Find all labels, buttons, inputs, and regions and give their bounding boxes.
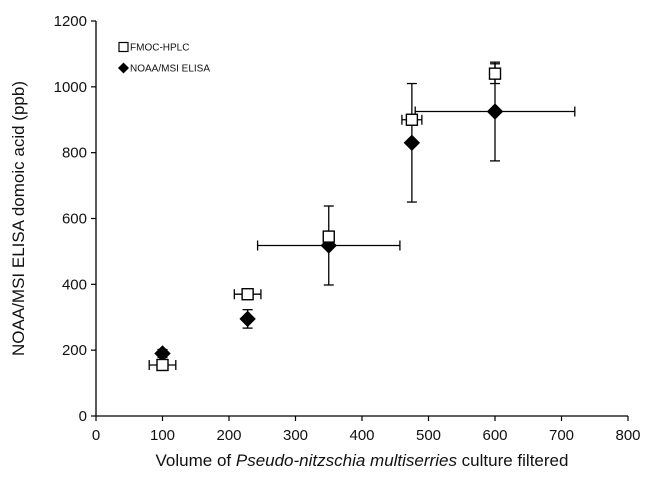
error-bars xyxy=(148,61,576,370)
data-points xyxy=(154,67,504,372)
legend-label: NOAA/MSI ELISA xyxy=(130,64,210,75)
y-tick-labels: 0 200 400 600 800 1000 1200 xyxy=(54,13,87,425)
y-tick-label: 800 xyxy=(62,145,87,162)
fmoc-hplc-point xyxy=(241,288,254,301)
y-tick-label: 600 xyxy=(62,211,87,228)
y-tick-label: 200 xyxy=(62,342,87,359)
legend-label: FMOC-HPLC xyxy=(130,43,189,54)
x-axis-label: Volume of Pseudo-nitzschia multiserries … xyxy=(156,451,569,470)
legend: FMOC-HPLC NOAA/MSI ELISA xyxy=(118,41,210,75)
x-axis-label-part: Volume of xyxy=(156,451,236,470)
elisa-point xyxy=(403,134,421,151)
fmoc-hplc-point xyxy=(156,358,169,372)
y-tick-label: 1200 xyxy=(54,13,87,30)
x-tick-label: 300 xyxy=(283,427,308,444)
x-tick-label: 800 xyxy=(615,427,640,444)
y-tick-label: 400 xyxy=(62,276,87,293)
legend-square-icon xyxy=(118,41,129,53)
fmoc-hplc-point xyxy=(488,67,502,80)
y-axis-label: NOAA/MSI ELISA domoic acid (ppb) xyxy=(9,81,28,356)
legend-diamond-icon xyxy=(118,62,129,74)
x-tick-label: 700 xyxy=(549,427,574,444)
elisa-point xyxy=(239,310,256,328)
x-axis-label-part: culture filtered xyxy=(457,451,569,470)
fmoc-hplc-point xyxy=(322,230,335,243)
y-tick-label: 0 xyxy=(79,408,87,425)
x-tick-label: 400 xyxy=(349,427,374,444)
axes xyxy=(91,20,629,421)
elisa-point xyxy=(154,345,171,362)
x-tick-label: 500 xyxy=(416,427,441,444)
x-tick-label: 100 xyxy=(150,427,175,444)
x-tick-labels: 0 100 200 300 400 500 600 700 800 xyxy=(92,427,641,444)
x-tick-label: 0 xyxy=(92,427,100,444)
y-tick-label: 1000 xyxy=(54,79,87,96)
elisa-point xyxy=(486,103,504,120)
x-tick-label: 600 xyxy=(482,427,507,444)
x-tick-label: 200 xyxy=(216,427,241,444)
fmoc-hplc-point xyxy=(405,113,419,126)
x-axis-label-part: Pseudo-nitzschia multiserries xyxy=(236,451,458,470)
